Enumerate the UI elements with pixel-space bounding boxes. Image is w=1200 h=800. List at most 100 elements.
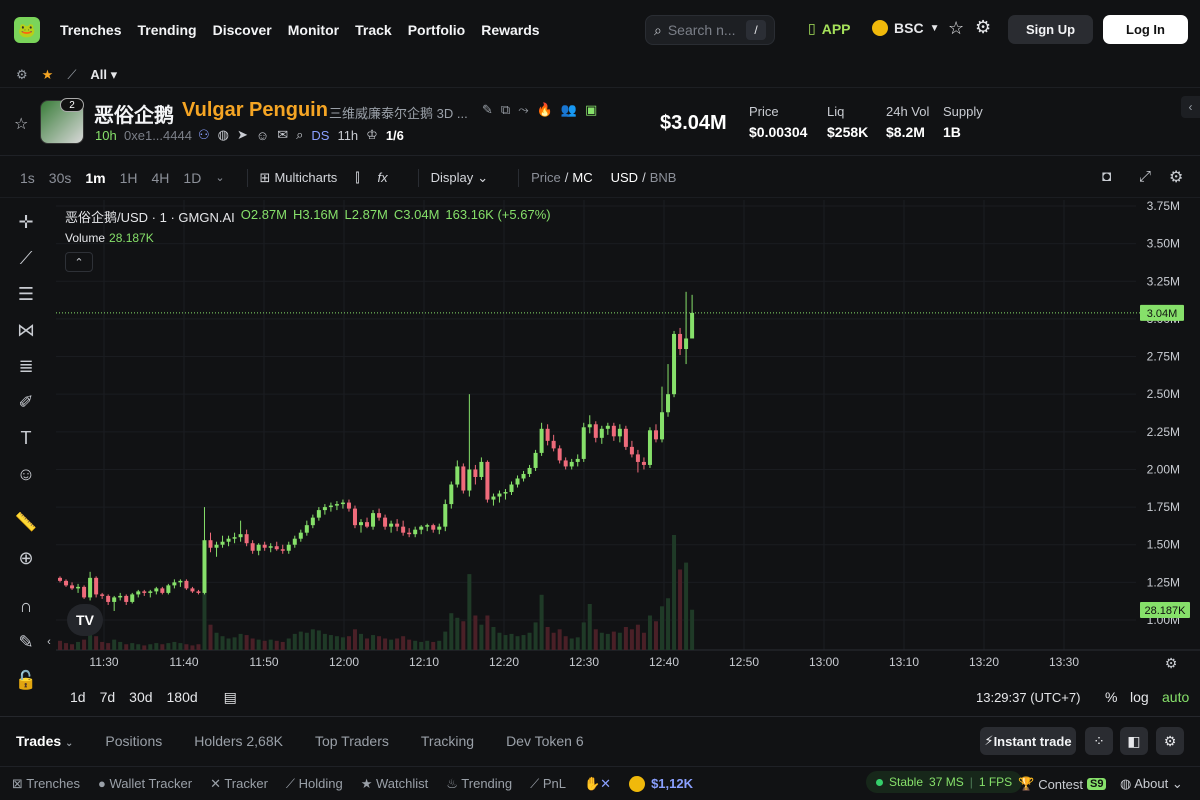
log-in-button[interactable]: Log In [1103,15,1188,44]
range-30d[interactable]: 30d [129,689,153,705]
chevron-down-icon[interactable]: ⌄ [215,172,225,184]
magnet-icon[interactable]: ∩ [19,595,33,616]
chart-settings-icon[interactable]: ⚙ [1169,169,1184,186]
status-pnl[interactable]: ⟋ PnL [530,775,566,791]
nav-portfolio[interactable]: Portfolio [407,22,466,38]
app-button[interactable]: ▯ APP [808,20,851,37]
range-180d[interactable]: 180d [166,689,198,705]
filter-all-dropdown[interactable]: All ▾ [90,66,118,82]
camera-icon[interactable]: ◘ [1102,168,1112,185]
instant-trade-button[interactable]: ⚡ Instant trade [980,727,1076,755]
ruler-icon[interactable]: 📏 [14,511,38,532]
tab-tracking[interactable]: Tracking [420,732,475,749]
fib-icon[interactable]: ≣ [18,355,34,376]
search-token-icon[interactable]: ⌕ [296,127,304,142]
fire-icon[interactable]: 🔥 [536,102,553,117]
contest-link[interactable]: 🏆 Contest S9 [1018,776,1107,792]
expand-tools-icon[interactable]: ‹ [47,636,51,648]
favorite-token-icon[interactable]: ☆ [14,116,29,133]
bubble-map-button[interactable]: ⁘ [1085,727,1113,755]
tab-holders[interactable]: Holders 2,68K [194,732,283,749]
crosshair-icon[interactable]: ✛ [18,211,34,232]
share-icon[interactable]: ⤳ [518,102,529,117]
usd-bnb-toggle[interactable]: USD / BNB [610,170,677,185]
community-icon[interactable]: ☺ [255,127,270,143]
collapse-legend-button[interactable]: ⌃ [65,252,93,272]
horizontal-lines-icon[interactable]: ☰ [17,283,35,304]
tweet-icon[interactable]: ✉ [277,127,289,142]
range-7d[interactable]: 7d [99,689,116,705]
nav-track[interactable]: Track [355,22,392,38]
copy-icon[interactable]: ⧉ [500,102,511,117]
about-menu[interactable]: ◍ About ⌄ [1120,776,1183,791]
star-icon[interactable]: ☆ [948,18,965,38]
candle-body [280,549,285,551]
status-trenches[interactable]: ⊠ Trenches [12,775,80,791]
token-address[interactable]: 0xe1...4444 [124,128,192,143]
favorite-icon[interactable]: ★ [41,66,54,82]
timeframe-30s[interactable]: 30s [48,169,72,186]
lock-icon[interactable]: 🔓 [14,669,38,690]
log-scale-button[interactable]: log [1130,689,1149,705]
status-watchlist[interactable]: ★ Watchlist [360,775,429,791]
timeframe-1d[interactable]: 1D [183,169,202,186]
sign-up-button[interactable]: Sign Up [1008,15,1093,44]
trades-settings-button[interactable]: ⚙ [1156,727,1184,755]
nav-monitor[interactable]: Monitor [287,22,340,38]
tab-top-traders[interactable]: Top Traders [314,732,389,749]
settings-small-icon[interactable]: ⚙ [16,66,28,82]
text-icon[interactable]: T [20,427,32,448]
candle-type-icon[interactable]: ⫿ [355,169,360,185]
calendar-icon[interactable]: ▤ [223,688,237,705]
status-tracker[interactable]: ✕ Tracker [210,775,268,791]
website-icon[interactable]: ◍ [217,127,229,142]
social-badge-icon[interactable]: ▣ [584,102,598,117]
status-wallet-tracker[interactable]: ● Wallet Tracker [98,776,193,791]
timeframe-4h[interactable]: 4H [151,169,170,186]
price-mc-toggle[interactable]: Price / MC [531,170,593,185]
collapse-panel-button[interactable]: ‹ [1181,96,1200,118]
holders-icon[interactable]: ⚇ [198,127,210,142]
telegram-icon[interactable]: ➤ [237,127,248,142]
fullscreen-icon[interactable]: ⤢ [1139,168,1152,185]
nav-discover[interactable]: Discover [212,22,272,38]
search-input[interactable]: ⌕ Search n... / [645,15,775,45]
status-trending[interactable]: ♨ Trending [446,775,513,791]
edit-icon[interactable]: ✎ [482,102,493,117]
stat-price: Price $0.00304 [749,104,808,140]
auto-scale-button[interactable]: auto [1162,689,1190,705]
balance[interactable]: $1,12K [629,775,693,792]
gear-icon[interactable]: ⚙ [975,17,992,37]
tab-dev-token[interactable]: Dev Token 6 [506,732,584,749]
pattern-icon[interactable]: ⋈ [17,319,35,340]
range-1d[interactable]: 1d [70,689,86,705]
tab-trades[interactable]: Trades ⌄ [16,732,74,749]
layout-toggle-button[interactable]: ◧ [1120,727,1148,755]
tradingview-logo[interactable]: TV [67,604,103,636]
percent-scale-button[interactable]: % [1105,689,1118,705]
nav-trenches[interactable]: Trenches [60,22,122,38]
indicators-icon[interactable]: fx [377,170,388,185]
trendline-icon[interactable]: ⟋ [19,247,33,268]
multicharts-button[interactable]: ⊞ Multicharts [259,169,338,186]
zoom-icon[interactable]: ⊕ [18,547,34,568]
candlestick-svg[interactable]: 11:30 11:40 11:50 12:00 12:10 12:20 12:30 12:40… [56,200,1200,680]
timeframe-1h[interactable]: 1H [119,169,138,186]
nav-trending[interactable]: Trending [137,22,197,38]
logo[interactable]: 🐸 [14,17,40,43]
lock-draw-icon[interactable]: ✎ [18,631,34,652]
chain-selector[interactable]: BSC ▼ [872,20,939,36]
display-dropdown[interactable]: Display ⌄ [430,169,489,186]
brush-icon[interactable]: ✐ [18,391,34,412]
nav-rewards[interactable]: Rewards [481,22,540,38]
status-holding[interactable]: ⟋ Holding [285,775,343,791]
wallet-icon[interactable]: ✋✕ [583,775,612,791]
timeframe-1s[interactable]: 1s [20,169,35,186]
people-icon[interactable]: 👥 [560,102,577,117]
timeframe-1m[interactable]: 1m [85,169,106,186]
ds-label[interactable]: DS [311,127,330,143]
tab-positions[interactable]: Positions [105,732,163,749]
emoji-icon[interactable]: ☺ [16,463,36,484]
price-chart[interactable]: 11:30 11:40 11:50 12:00 12:10 12:20 12:30 12:40… [56,200,1200,680]
chart-small-icon[interactable]: ⟋ [67,66,77,82]
